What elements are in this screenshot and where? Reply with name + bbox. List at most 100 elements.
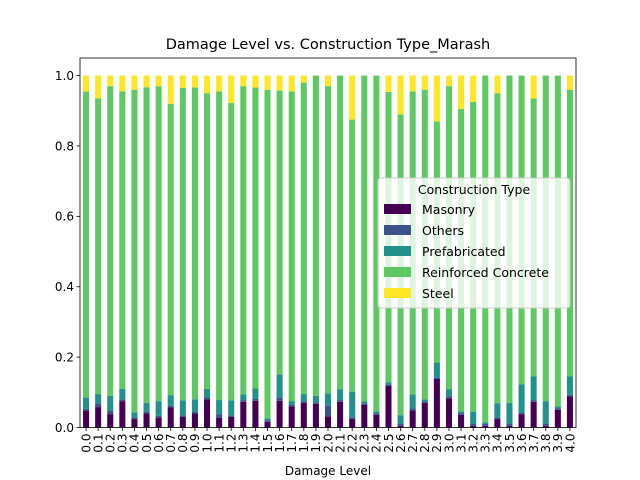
y-tick-label: 1.0 [55,69,74,83]
bar-segment-prefabricated-2.6 [397,415,404,424]
bar-segment-masonry-2.8 [421,402,428,428]
bar-segment-steel-1.3 [240,75,247,87]
bar-segment-others-4.0 [566,394,573,397]
x-tick-label: 1.6 [273,434,287,453]
legend-label: Reinforced Concrete [422,265,549,280]
bar-segment-others-1.0 [204,397,211,400]
legend-swatch-masonry [384,204,411,214]
bar-segment-others-2.8 [421,401,428,403]
x-tick-label: 0.4 [128,434,142,453]
bar-segment-reinforced-concrete-2.2 [349,119,356,392]
bar-segment-steel-3.2 [470,75,477,102]
bar-segment-reinforced-concrete-0.9 [191,87,198,400]
bar-segment-reinforced-concrete-1.8 [300,82,307,395]
x-tick-label: 3.1 [454,434,468,453]
x-tick-label: 0.5 [140,434,154,453]
bar-segment-others-0.9 [191,411,198,414]
chart-title: Damage Level vs. Construction Type_Maras… [166,37,491,53]
bar-segment-others-0.5 [143,411,150,414]
plot-frame [79,57,577,428]
x-tick-label: 1.0 [200,434,214,453]
bar-segment-prefabricated-2.1 [337,389,344,401]
bar-segment-masonry-2.4 [373,414,380,428]
y-tick-label: 0.0 [55,421,74,435]
x-tick-label: 2.6 [394,434,408,453]
bar-segment-steel-0.3 [119,75,126,92]
x-tick-label: 2.0 [321,434,335,453]
bar-segment-others-3.7 [530,400,537,402]
bar-segment-masonry-3.9 [554,409,561,428]
bar-segment-prefabricated-2.9 [433,362,440,378]
bar-segment-others-0.4 [131,417,138,420]
bar-segment-steel-2.0 [324,75,332,87]
bar-segment-prefabricated-0.1 [95,394,102,404]
x-tick-label: 2.4 [370,434,384,453]
x-tick-label: 1.9 [309,434,323,453]
bar-segment-prefabricated-2.3 [361,401,368,404]
bar-segment-prefabricated-3.3 [482,422,489,424]
bar-segment-steel-3.7 [530,75,537,99]
y-tick-label: 0.6 [55,210,74,224]
x-tick-label: 1.7 [285,434,299,453]
bar-segment-steel-0.5 [143,75,150,88]
bar-segment-prefabricated-2.4 [373,411,380,414]
bar-segment-others-3.0 [445,396,452,399]
bar-segment-masonry-0.7 [167,407,174,428]
bar-segment-steel-2.9 [433,75,440,122]
bar-segment-others-2.2 [349,417,356,420]
bar-segment-masonry-3.3 [482,425,489,428]
bar-segment-prefabricated-3.4 [494,403,501,418]
legend-label: Prefabricated [422,244,506,259]
bar-segment-others-0.8 [179,415,186,417]
bar-segment-masonry-3.5 [506,425,513,428]
bar-segment-others-1.8 [300,401,307,403]
bar-segment-prefabricated-1.9 [312,395,319,403]
bar-segment-masonry-3.1 [458,414,465,428]
bar-segment-others-0.1 [95,403,102,408]
bar-segment-prefabricated-2.2 [349,391,356,418]
bar-segment-reinforced-concrete-0.2 [107,86,114,396]
x-tick-label: 1.2 [225,434,239,453]
bar-segment-steel-0.9 [191,75,198,88]
bar-segment-others-2.6 [397,423,404,426]
bar-segment-reinforced-concrete-1.7 [288,91,295,402]
bar-segment-others-2.3 [361,403,368,405]
bar-segment-masonry-2.3 [361,404,368,428]
bar-segment-masonry-3.0 [445,398,452,428]
x-tick-label: 3.0 [442,434,456,453]
bar-segment-masonry-0.8 [179,416,186,428]
bar-segment-masonry-3.8 [542,425,549,428]
bar-segment-prefabricated-3.7 [530,376,537,401]
x-tick-label: 3.9 [551,434,565,453]
bar-segment-prefabricated-2.5 [385,382,392,385]
x-tick-label: 0.8 [176,434,190,453]
bar-segment-others-2.5 [385,384,392,386]
bar-segment-steel-0.1 [95,75,102,99]
bar-segment-masonry-0.1 [95,407,102,428]
bar-segment-reinforced-concrete-1.2 [228,103,235,401]
bar-segment-others-1.9 [312,402,319,404]
bar-segment-steel-1.1 [216,75,223,92]
bar-segment-reinforced-concrete-1.0 [204,93,211,389]
bar-segment-steel-3.0 [445,75,452,87]
bar-segment-prefabricated-2.7 [409,394,416,409]
bar-segment-others-2.4 [373,413,380,415]
bar-segment-steel-1.5 [264,75,271,90]
bar-segment-reinforced-concrete-0.6 [155,86,162,402]
bar-segment-steel-1.0 [204,75,211,94]
bar-segment-prefabricated-0.4 [131,412,138,418]
bar-segment-prefabricated-1.6 [276,374,283,398]
x-tick-label: 0.6 [152,434,166,453]
bar-segment-steel-3.4 [494,75,501,94]
bar-segment-masonry-3.6 [518,414,525,428]
bar-segment-prefabricated-3.8 [542,401,549,424]
legend-swatch-others [384,225,411,235]
legend-swatch-reinforced-concrete [384,267,411,277]
bar-segment-prefabricated-3.5 [506,402,513,424]
bar-segment-masonry-0.9 [191,413,198,428]
bar-segment-reinforced-concrete-0.0 [83,91,90,398]
bar-segment-others-3.4 [494,417,501,420]
bar-segment-masonry-0.3 [119,401,126,428]
bar-segment-prefabricated-4.0 [566,376,573,395]
